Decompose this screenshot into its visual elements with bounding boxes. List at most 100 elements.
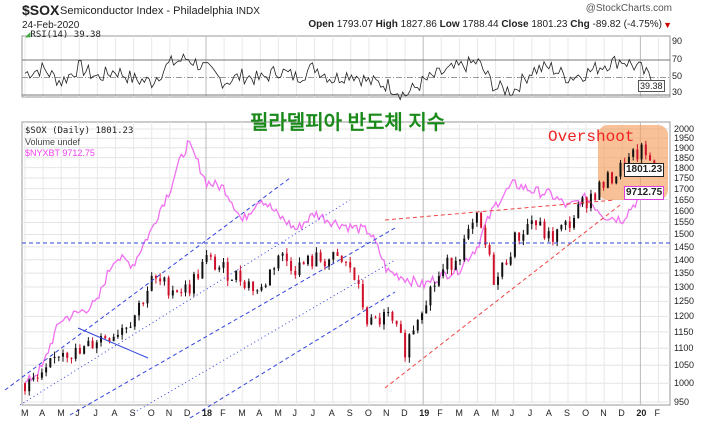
candle-body — [526, 223, 529, 235]
candle-body — [408, 334, 411, 358]
price-tag: 1801.23 — [624, 163, 665, 177]
y-tick-label: 1900 — [674, 142, 695, 153]
candle-body — [450, 257, 453, 270]
x-tick-label: 18 — [202, 408, 213, 418]
candle-body — [560, 225, 563, 230]
y-tick-label: 1700 — [674, 183, 695, 194]
candle-body — [378, 317, 381, 325]
x-tick-label: F — [654, 408, 661, 418]
x-tick-label: N — [165, 408, 173, 418]
candle-body — [264, 285, 267, 287]
candle-body — [281, 253, 284, 256]
channel-upper — [4, 177, 291, 391]
candle-body — [36, 377, 39, 379]
candle-body — [433, 285, 436, 287]
candle-body — [100, 336, 103, 343]
x-tick-label: F — [220, 408, 226, 418]
x-tick-label: D — [401, 408, 408, 418]
y-tick-label: 1650 — [674, 194, 695, 205]
candle-body — [243, 281, 246, 288]
candle-body — [112, 336, 115, 342]
candle-body — [205, 255, 208, 262]
x-tick-label: A — [111, 408, 118, 418]
candle-body — [197, 274, 200, 279]
candle-body — [501, 262, 504, 277]
candle-body — [138, 302, 141, 316]
price-panel-frame — [21, 121, 671, 406]
candle-body — [180, 291, 183, 293]
candle-body — [357, 279, 360, 285]
candle-body — [636, 149, 639, 160]
y-tick-label: 1350 — [674, 268, 695, 279]
candle-body — [323, 261, 326, 267]
close-value: 1801.23 — [531, 19, 568, 30]
y-tick-label: 1550 — [674, 217, 695, 228]
x-tick-label: J — [527, 408, 533, 418]
brand-link[interactable]: @StockCharts.com — [585, 3, 672, 14]
candle-body — [581, 197, 584, 205]
candle-body — [391, 312, 394, 321]
candle-body — [513, 232, 516, 257]
x-tick-label: A — [256, 408, 263, 418]
x-tick-label: N — [600, 408, 607, 418]
candle-body — [176, 290, 179, 292]
candle-body — [214, 256, 217, 270]
candle-body — [437, 276, 440, 286]
y-tick-label: 1500 — [674, 229, 695, 240]
candle-body — [644, 144, 647, 156]
candle-body — [564, 221, 567, 226]
high-label: High — [375, 19, 398, 30]
candle-body — [463, 238, 466, 260]
candle-body — [273, 268, 276, 270]
x-tick-label: D — [183, 408, 191, 418]
y-tick-label: 1300 — [674, 281, 695, 292]
candle-body — [509, 256, 512, 265]
candle-body — [256, 290, 259, 292]
y-tick-label: 1050 — [674, 360, 695, 371]
candle-body — [146, 290, 149, 304]
candle-body — [632, 149, 635, 157]
candle-body — [606, 172, 609, 188]
x-tick-label: A — [473, 408, 480, 418]
y-tick-label: 1100 — [674, 343, 694, 354]
rsi-level-50: 50 — [672, 71, 683, 81]
candle-body — [446, 257, 449, 270]
candle-body — [522, 234, 525, 241]
channel-lower — [189, 291, 396, 419]
candle-body — [467, 228, 470, 239]
candle-body — [640, 144, 643, 160]
candle-body — [91, 340, 94, 349]
down-arrow-icon: ▼ — [663, 20, 672, 30]
candle-body — [420, 313, 423, 320]
candle-body — [70, 357, 73, 359]
legend-volume: Volume undef — [25, 137, 81, 147]
candle-body — [459, 259, 462, 261]
candle-body — [543, 221, 546, 239]
candle-body — [83, 346, 86, 354]
candle-body — [222, 262, 225, 268]
short-downtrend-line — [77, 327, 149, 359]
candle-body — [484, 227, 487, 246]
y-tick-label: 1600 — [674, 205, 695, 216]
x-tick-label: J — [75, 408, 80, 418]
candle-body — [298, 262, 301, 276]
candle-body — [404, 332, 407, 358]
candle-body — [142, 302, 145, 304]
y-tick-label: 1800 — [674, 162, 695, 173]
candle-body — [530, 220, 533, 224]
candle-body — [442, 269, 445, 277]
candle-body — [150, 275, 153, 291]
ohlc-readout: Open 1793.07 High 1827.86 Low 1788.44 Cl… — [308, 19, 662, 31]
candle-body — [125, 327, 128, 329]
candle-body — [40, 372, 43, 378]
chart-date: 24-Feb-2020 — [22, 20, 80, 31]
candle-body — [302, 262, 305, 265]
x-tick-label: 20 — [636, 408, 647, 418]
candle-body — [53, 356, 56, 359]
index-name: Semiconductor Index - Philadelphia — [60, 5, 234, 17]
candle-body — [201, 261, 204, 279]
candle-body — [171, 290, 174, 296]
legend-overlay: $NYXBT 9712.75 — [25, 148, 95, 158]
candle-body — [218, 267, 221, 270]
x-tick-label: M — [21, 408, 29, 418]
